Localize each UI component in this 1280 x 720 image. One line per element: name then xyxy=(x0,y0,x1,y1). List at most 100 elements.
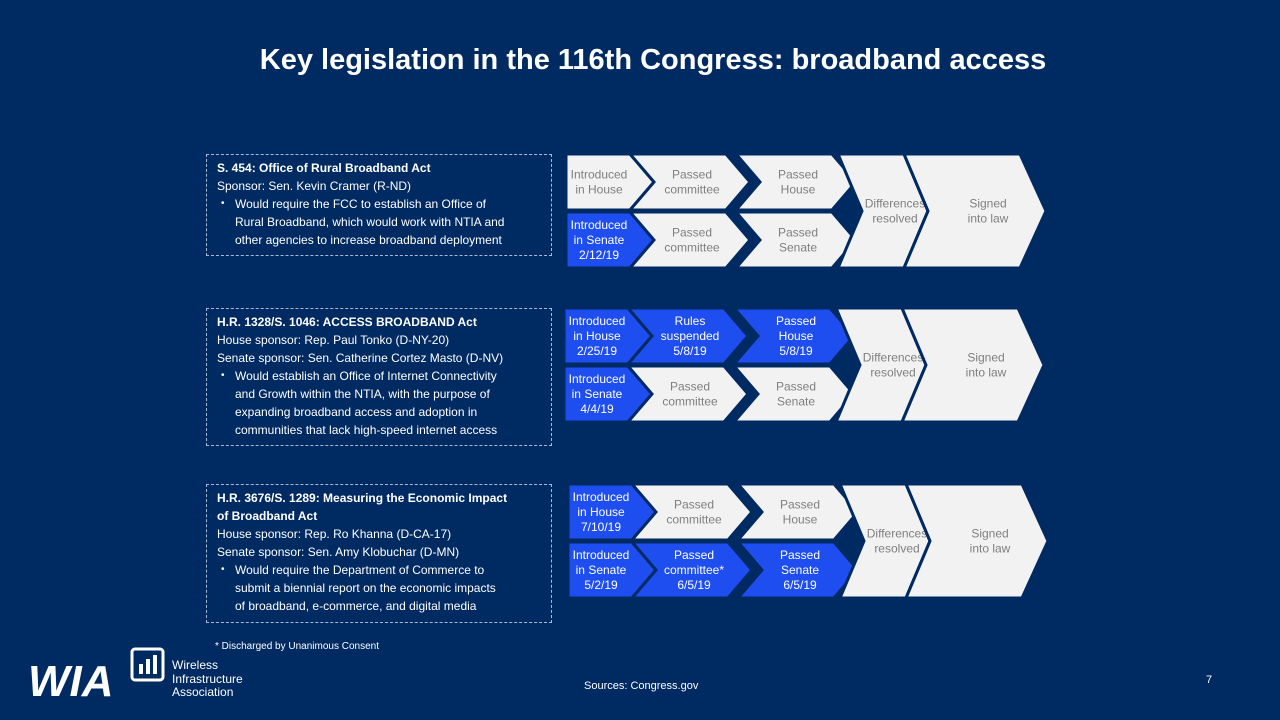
logo-text-line: Association xyxy=(172,685,234,699)
stage-label-line: Differences xyxy=(867,527,927,541)
stage-label-line: in Senate xyxy=(576,563,627,577)
stage-senate-2-chevron xyxy=(732,210,858,270)
bill-title-line: of Broadband Act xyxy=(217,509,318,523)
house-sponsor-line: House sponsor: Rep. Ro Khanna (D-CA-17) xyxy=(217,527,452,541)
stage-label-line: Differences xyxy=(865,197,925,211)
stage-label-line: Passed xyxy=(776,380,816,394)
stage-label-line: Introduced xyxy=(569,314,626,328)
logo-text-line: Wireless xyxy=(172,658,219,672)
stage-label-line: Passed xyxy=(776,314,816,328)
stage-senate-1-chevron xyxy=(628,540,754,600)
stage-label: Signed into law xyxy=(968,197,1009,226)
sources-note: Sources: Congress.gov xyxy=(584,680,699,692)
stage-label-line: Signed xyxy=(969,197,1006,211)
stage-label: Differences resolved xyxy=(867,527,927,556)
stage-label-line: committee xyxy=(662,395,718,409)
wia-logo: WIA xyxy=(28,647,165,702)
stage-label-line: in House xyxy=(575,183,623,197)
page-number: 7 xyxy=(1206,674,1213,686)
stage-label: Passed Senate xyxy=(776,380,816,409)
stage-signed-chevron xyxy=(903,482,1050,600)
stage-signed-chevron xyxy=(901,152,1048,270)
logo-wordmark: Wireless Infrastructure Association xyxy=(172,658,243,700)
stage-label-line: 5/8/19 xyxy=(779,344,813,358)
logo-text-line: Infrastructure xyxy=(172,671,243,686)
stage-label: Introduced in House xyxy=(571,168,628,197)
senate-sponsor-line: Senate sponsor: Sen. Amy Klobuchar (D-MN… xyxy=(217,545,460,559)
stage-label-line: Passed xyxy=(674,498,714,512)
stage-label-line: Passed xyxy=(778,168,818,182)
stage-label-line: resolved xyxy=(870,366,915,380)
description-line: Rural Broadband, which would work with N… xyxy=(235,215,505,229)
stage-label: Differences resolved xyxy=(863,351,923,380)
stage-label-line: 6/5/19 xyxy=(677,578,711,592)
stage-senate-1-chevron xyxy=(626,210,752,270)
stage-label: Passed committee xyxy=(664,168,720,197)
stage-label: Passed House 5/8/19 xyxy=(776,314,816,358)
stage-house-1-chevron xyxy=(624,306,750,366)
bullet-icon: • xyxy=(221,370,225,381)
description-line: and Growth within the NTIA, with the pur… xyxy=(235,387,490,401)
stage-label-line: Differences xyxy=(863,351,923,365)
stage-label-line: Introduced xyxy=(571,218,628,232)
bill-description: • Would establish an Office of Internet … xyxy=(217,367,541,439)
stage-label: Rules suspended 5/8/19 xyxy=(661,314,720,358)
stage-label-line: in House xyxy=(573,329,621,343)
stage-label-line: Senate xyxy=(779,241,817,255)
stage-label: Passed committee* 6/5/19 xyxy=(664,548,724,592)
description-line: submit a biennial report on the economic… xyxy=(235,581,496,595)
logo-bar-icon xyxy=(146,659,150,674)
stage-house-2-chevron xyxy=(730,306,856,366)
stage-label-line: 2/25/19 xyxy=(577,344,617,358)
stage-label-line: Signed xyxy=(971,527,1008,541)
stage-senate-2-chevron xyxy=(734,540,860,600)
stage-label: Passed committee xyxy=(664,226,720,255)
stage-label-line: 5/8/19 xyxy=(673,344,707,358)
stage-label-line: 5/2/19 xyxy=(584,578,618,592)
stage-label: Passed committee xyxy=(666,498,722,527)
bill-title: H.R. 3676/S. 1289: Measuring the Economi… xyxy=(217,489,541,525)
logo-mark: WIA xyxy=(28,657,114,702)
bill-title-line: H.R. 3676/S. 1289: Measuring the Economi… xyxy=(217,491,508,505)
stage-label-line: committee xyxy=(664,241,720,255)
stage-label: Passed House xyxy=(780,498,820,527)
logo-bar-icon xyxy=(139,664,143,674)
description-line: communities that lack high-speed interne… xyxy=(235,423,498,437)
stage-label-line: in House xyxy=(577,505,625,519)
bill-card-s454: S. 454: Office of Rural Broadband Act Sp… xyxy=(206,154,552,256)
stage-label: Introduced in Senate 4/4/19 xyxy=(569,372,626,416)
stage-label: Passed Senate xyxy=(778,226,818,255)
description-line: of broadband, e-commerce, and digital me… xyxy=(235,599,477,613)
bill-card-hr3676: H.R. 3676/S. 1289: Measuring the Economi… xyxy=(206,484,552,623)
stage-house-1-chevron xyxy=(626,152,752,212)
stage-label-line: 4/4/19 xyxy=(580,402,614,416)
stage-label: Introduced in House 2/25/19 xyxy=(569,314,626,358)
stage-senate-1-chevron xyxy=(624,364,750,424)
stage-senate-2-chevron xyxy=(730,364,856,424)
stage-label: Introduced in House 7/10/19 xyxy=(573,490,630,534)
stage-label-line: committee* xyxy=(664,563,724,577)
stage-label-line: Passed xyxy=(670,380,710,394)
house-sponsor-line: House sponsor: Rep. Paul Tonko (D-NY-20) xyxy=(217,333,450,347)
stage-label: Differences resolved xyxy=(865,197,925,226)
bullet-icon: • xyxy=(221,198,225,209)
stage-label-line: House xyxy=(783,513,818,527)
stage-label-line: resolved xyxy=(872,212,917,226)
stage-label-line: Passed xyxy=(674,548,714,562)
bill-title: S. 454: Office of Rural Broadband Act xyxy=(217,161,431,175)
stage-label-line: Introduced xyxy=(573,548,630,562)
stage-label: Signed into law xyxy=(966,351,1007,380)
stage-label-line: 7/10/19 xyxy=(581,520,621,534)
stage-label-line: 6/5/19 xyxy=(783,578,817,592)
stage-label-line: committee xyxy=(666,513,722,527)
stage-label-line: Passed xyxy=(672,168,712,182)
stage-house-1-chevron xyxy=(628,482,754,542)
stage-label-line: Introduced xyxy=(571,168,628,182)
sponsor-line: Sponsor: Sen. Kevin Cramer (R-ND) xyxy=(217,179,412,193)
stage-label: Passed House xyxy=(778,168,818,197)
stage-signed-chevron xyxy=(899,306,1046,424)
senate-sponsor-line: Senate sponsor: Sen. Catherine Cortez Ma… xyxy=(217,351,504,365)
stage-label-line: in Senate xyxy=(574,233,625,247)
bullet-icon: • xyxy=(221,564,225,575)
